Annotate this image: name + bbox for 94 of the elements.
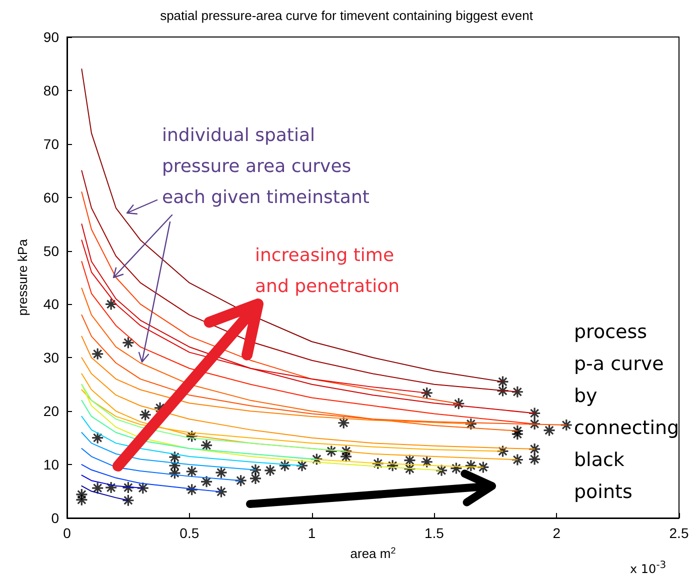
point xyxy=(528,452,541,466)
point xyxy=(511,428,524,440)
point xyxy=(186,430,198,443)
point xyxy=(435,464,448,477)
point xyxy=(542,424,556,437)
point xyxy=(168,466,182,480)
annotation: process p-a curve by connecting black points xyxy=(574,320,680,505)
line-series xyxy=(81,314,567,426)
x-tick-label: 1 xyxy=(308,525,316,541)
x-tick-label: 1.5 xyxy=(424,525,444,541)
y-tick-label: 10 xyxy=(43,456,60,473)
line-series xyxy=(81,384,442,471)
point xyxy=(496,444,510,458)
x-tick-label: 0.5 xyxy=(180,525,200,541)
point xyxy=(75,494,88,506)
x-tick-label: 2 xyxy=(552,525,561,541)
point xyxy=(403,454,416,467)
point xyxy=(186,483,198,496)
point xyxy=(464,418,478,430)
y-tick-label: 0 xyxy=(51,510,60,526)
point xyxy=(464,459,478,472)
point xyxy=(496,375,510,388)
point xyxy=(122,494,134,507)
point xyxy=(200,475,213,488)
y-tick-label: 50 xyxy=(43,242,60,259)
point xyxy=(186,465,198,478)
point xyxy=(104,298,118,311)
y-tick-label: 80 xyxy=(43,82,60,98)
y-tick-label: 30 xyxy=(43,350,60,366)
x-tick-label: 0 xyxy=(63,525,72,541)
point xyxy=(528,442,541,456)
point xyxy=(234,474,248,487)
line-series xyxy=(81,224,536,414)
point xyxy=(168,450,182,464)
line-series xyxy=(81,357,536,450)
point xyxy=(511,386,524,398)
point xyxy=(296,459,308,472)
point xyxy=(249,472,262,485)
chart-title: spatial pressure-area curve for timevent containing biggest event xyxy=(160,8,534,23)
y-tick-label: 20 xyxy=(43,403,60,420)
line-series xyxy=(81,191,460,404)
line-series xyxy=(81,384,347,452)
point xyxy=(168,459,182,472)
y-tick-label: 90 xyxy=(43,29,60,45)
point xyxy=(420,386,434,400)
point xyxy=(476,460,490,474)
point xyxy=(249,464,262,476)
point xyxy=(264,464,276,477)
line-series xyxy=(81,68,504,382)
line-series xyxy=(81,416,303,466)
point xyxy=(214,466,228,479)
x-tick-label: 2.5 xyxy=(669,525,689,541)
point xyxy=(122,336,134,349)
point xyxy=(340,444,352,458)
point xyxy=(452,397,465,410)
line-series xyxy=(81,448,242,482)
line-series xyxy=(81,474,144,489)
y-tick-label: 60 xyxy=(43,189,60,206)
point xyxy=(325,444,338,458)
point xyxy=(420,456,434,468)
annotation: increasing time and penetration xyxy=(255,244,400,299)
y-axis-title: pressure kPa xyxy=(15,238,30,316)
point xyxy=(528,418,541,430)
point xyxy=(122,481,134,494)
point xyxy=(511,424,524,438)
point xyxy=(104,481,118,494)
point xyxy=(528,406,541,420)
point xyxy=(91,482,104,494)
annotation: individual spatial pressure area curves each given timeinstant xyxy=(162,124,370,210)
point xyxy=(403,462,416,476)
line-series xyxy=(81,464,222,492)
point xyxy=(386,459,399,472)
point xyxy=(91,348,104,360)
y-tick-label: 70 xyxy=(43,136,60,152)
line-series xyxy=(81,336,472,424)
point xyxy=(372,457,384,470)
point xyxy=(75,488,88,501)
line-series xyxy=(81,400,318,460)
point xyxy=(496,384,510,398)
point xyxy=(511,453,524,466)
line-series xyxy=(81,485,129,501)
point xyxy=(450,462,463,475)
point xyxy=(560,418,573,432)
point xyxy=(310,452,323,466)
point xyxy=(278,459,292,472)
point xyxy=(136,482,150,494)
y-tick-label: 40 xyxy=(43,296,60,312)
line-series xyxy=(81,389,504,452)
text: x 10$^{-3}$ xyxy=(630,560,666,576)
point xyxy=(139,408,152,422)
line-series xyxy=(81,432,256,470)
point xyxy=(214,486,228,498)
point xyxy=(337,416,350,430)
point xyxy=(91,432,104,444)
